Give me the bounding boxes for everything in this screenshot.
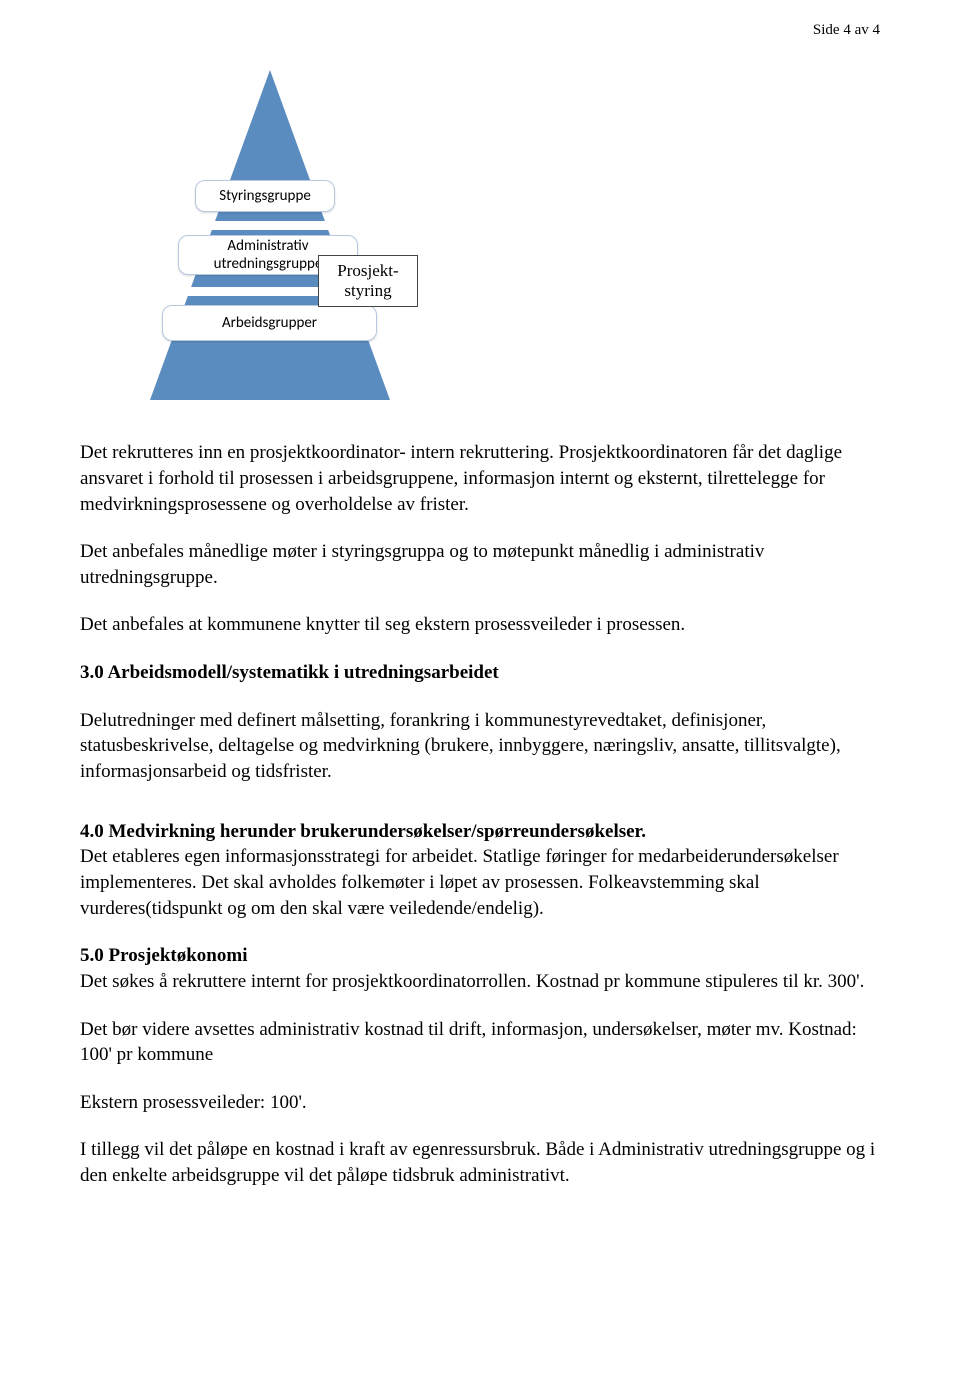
section-4: 4.0 Medvirkning herunder brukerundersøke… — [80, 819, 880, 922]
section-5: 5.0 Prosjektøkonomi Det søkes å rekrutte… — [80, 943, 880, 994]
section-3: 3.0 Arbeidsmodell/systematikk i utrednin… — [80, 660, 880, 785]
body-paragraph: Det søkes å rekruttere internt for prosj… — [80, 969, 880, 995]
body-paragraph: I tillegg vil det påløpe en kostnad i kr… — [80, 1137, 880, 1188]
diagram-box-prosjektstyring: Prosjekt-styring — [318, 255, 418, 307]
diagram-box-arbeidsgrupper: Arbeidsgrupper — [162, 305, 377, 341]
diagram-box-styringsgruppe: Styringsgruppe — [195, 180, 335, 212]
body-paragraph: Delutredninger med definert målsetting, … — [80, 708, 880, 785]
body-paragraph: Ekstern prosessveileder: 100'. — [80, 1090, 880, 1116]
section-heading: 3.0 Arbeidsmodell/systematikk i utrednin… — [80, 660, 880, 686]
page-number: Side 4 av 4 — [80, 20, 880, 40]
separator-bar — [189, 221, 341, 230]
body-paragraph: Det rekrutteres inn en prosjektkoordinat… — [80, 440, 880, 517]
body-paragraph: Det anbefales at kommunene knytter til s… — [80, 612, 880, 638]
hierarchy-diagram: Styringsgruppe Administrativ utredningsg… — [100, 70, 440, 400]
section-heading: 5.0 Prosjektøkonomi — [80, 943, 880, 969]
document-page: Side 4 av 4 Styringsgruppe Administrativ… — [0, 0, 960, 1251]
section-heading: 4.0 Medvirkning herunder brukerundersøke… — [80, 819, 880, 845]
body-paragraph: Det etableres egen informasjonsstrategi … — [80, 844, 880, 921]
body-paragraph: Det bør videre avsettes administrativ ko… — [80, 1017, 880, 1068]
body-paragraph: Det anbefales månedlige møter i styrings… — [80, 539, 880, 590]
